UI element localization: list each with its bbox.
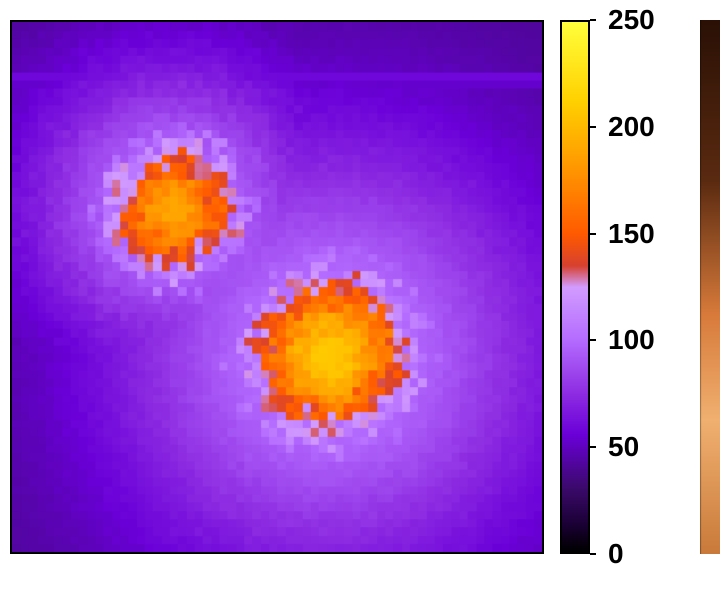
colorbar-tick-mark xyxy=(590,233,596,235)
colorbar-tick-label: 150 xyxy=(608,220,655,248)
figure-container: 0 50 100 150 200 250 xyxy=(0,0,720,600)
colorbar-tick-label: 250 xyxy=(608,6,655,34)
side-strip-canvas xyxy=(700,20,720,554)
colorbar-canvas xyxy=(562,22,588,552)
colorbar-tick-label: 50 xyxy=(608,433,639,461)
colorbar-tick-label: 200 xyxy=(608,113,655,141)
colorbar-tick-mark xyxy=(590,19,596,21)
side-image-strip xyxy=(700,20,720,554)
colorbar-tick-mark xyxy=(590,446,596,448)
colorbar-tick-label: 100 xyxy=(608,326,655,354)
heatmap-canvas xyxy=(12,22,542,552)
colorbar-tick-label: 0 xyxy=(608,540,624,568)
heatmap-panel xyxy=(10,20,544,554)
colorbar xyxy=(560,20,590,554)
colorbar-tick-mark xyxy=(590,339,596,341)
colorbar-tick-mark xyxy=(590,126,596,128)
colorbar-tick-mark xyxy=(590,553,596,555)
